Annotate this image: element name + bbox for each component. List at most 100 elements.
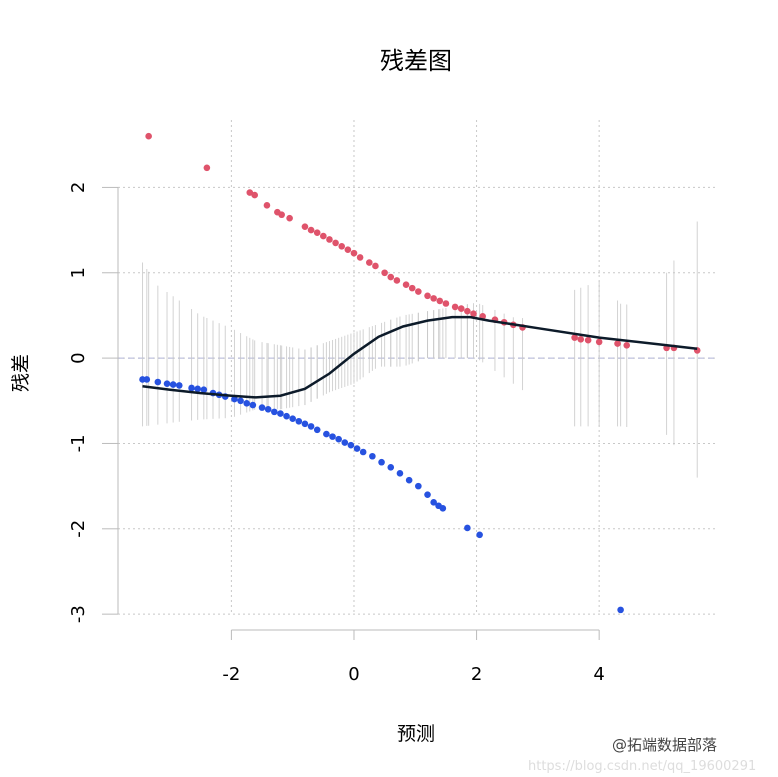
interval-bars <box>142 221 698 478</box>
data-point <box>237 397 244 405</box>
data-point <box>476 531 483 539</box>
y-tick-label: 1 <box>68 267 89 278</box>
data-point <box>378 458 385 466</box>
y-tick-label: 2 <box>68 182 89 193</box>
data-point <box>231 395 238 403</box>
data-point <box>246 189 254 196</box>
data-point <box>439 505 447 512</box>
data-point <box>415 288 422 295</box>
data-point <box>424 491 431 498</box>
data-point <box>154 378 162 386</box>
watermark-brand: @拓端数据部落 <box>612 736 717 754</box>
smooth-line <box>142 315 698 399</box>
data-point <box>451 303 459 311</box>
data-point <box>595 338 603 346</box>
data-point <box>289 415 296 423</box>
data-point <box>194 385 201 393</box>
data-point <box>143 376 151 383</box>
data-point <box>350 249 358 257</box>
y-tick-label: -1 <box>68 434 89 452</box>
data-point <box>408 284 416 292</box>
data-point <box>301 223 309 230</box>
data-point <box>163 380 171 388</box>
axes: -2 0 2 4 -3 -2 -1 0 1 2 <box>68 182 605 685</box>
data-point <box>347 441 355 449</box>
data-point <box>442 300 450 307</box>
data-point <box>623 342 631 349</box>
data-point <box>381 269 388 277</box>
data-point <box>430 499 437 506</box>
data-point <box>457 305 465 312</box>
data-point <box>326 236 333 243</box>
data-point <box>396 470 404 477</box>
data-point <box>283 412 290 420</box>
data-point <box>286 214 293 222</box>
data-point <box>344 246 352 254</box>
watermark-url: https://blog.csdn.net/qq_19600291 <box>528 759 756 774</box>
data-point <box>175 382 183 389</box>
chart-title: 残差图 <box>380 47 452 75</box>
data-point <box>277 410 284 417</box>
data-point <box>145 132 152 140</box>
data-point <box>614 340 621 347</box>
data-point <box>470 310 477 318</box>
data-point <box>338 243 346 250</box>
data-point <box>249 401 257 409</box>
data-point <box>341 439 349 446</box>
data-point <box>200 386 208 393</box>
data-point <box>372 262 379 270</box>
data-point <box>307 226 315 234</box>
data-point <box>464 524 471 532</box>
data-point <box>169 381 177 388</box>
data-point <box>415 482 422 490</box>
data-point <box>369 452 376 460</box>
data-point <box>353 445 361 452</box>
data-point <box>243 400 251 407</box>
data-point <box>332 239 339 247</box>
data-point <box>424 292 431 300</box>
data-point <box>264 406 272 413</box>
data-point <box>436 297 444 305</box>
y-tick-label: 0 <box>68 352 89 363</box>
data-point <box>270 408 278 416</box>
data-point <box>263 202 271 209</box>
data-point <box>203 164 211 172</box>
x-tick-label: -2 <box>222 664 240 685</box>
data-point <box>387 464 395 471</box>
x-tick-label: 0 <box>348 664 359 685</box>
x-tick-label: 4 <box>593 664 604 685</box>
data-point <box>278 211 285 219</box>
data-point <box>359 448 367 456</box>
grid <box>118 120 715 615</box>
data-point <box>320 232 327 240</box>
data-point <box>329 433 336 440</box>
data-point <box>430 295 437 302</box>
data-point <box>405 476 413 484</box>
data-point <box>366 259 373 266</box>
data-point <box>258 404 266 411</box>
data-point <box>393 277 401 284</box>
data-point <box>188 384 195 392</box>
data-point <box>464 307 471 315</box>
data-point <box>617 606 624 614</box>
data-point <box>335 435 342 443</box>
points <box>139 132 701 614</box>
data-point <box>307 423 315 430</box>
y-axis-label: 残差 <box>10 354 32 392</box>
data-point <box>577 336 585 343</box>
data-point <box>313 229 321 236</box>
data-point <box>356 254 364 261</box>
y-tick-label: -2 <box>68 520 89 538</box>
data-point <box>584 336 592 344</box>
data-point <box>323 430 330 438</box>
data-point <box>251 191 258 199</box>
x-axis-label: 预测 <box>397 723 435 745</box>
y-tick-label: -3 <box>68 605 89 623</box>
data-point <box>387 273 395 281</box>
x-tick-label: 2 <box>471 664 482 685</box>
data-point <box>402 281 410 289</box>
data-point <box>571 334 578 341</box>
data-point <box>295 417 303 425</box>
data-point <box>313 426 321 434</box>
